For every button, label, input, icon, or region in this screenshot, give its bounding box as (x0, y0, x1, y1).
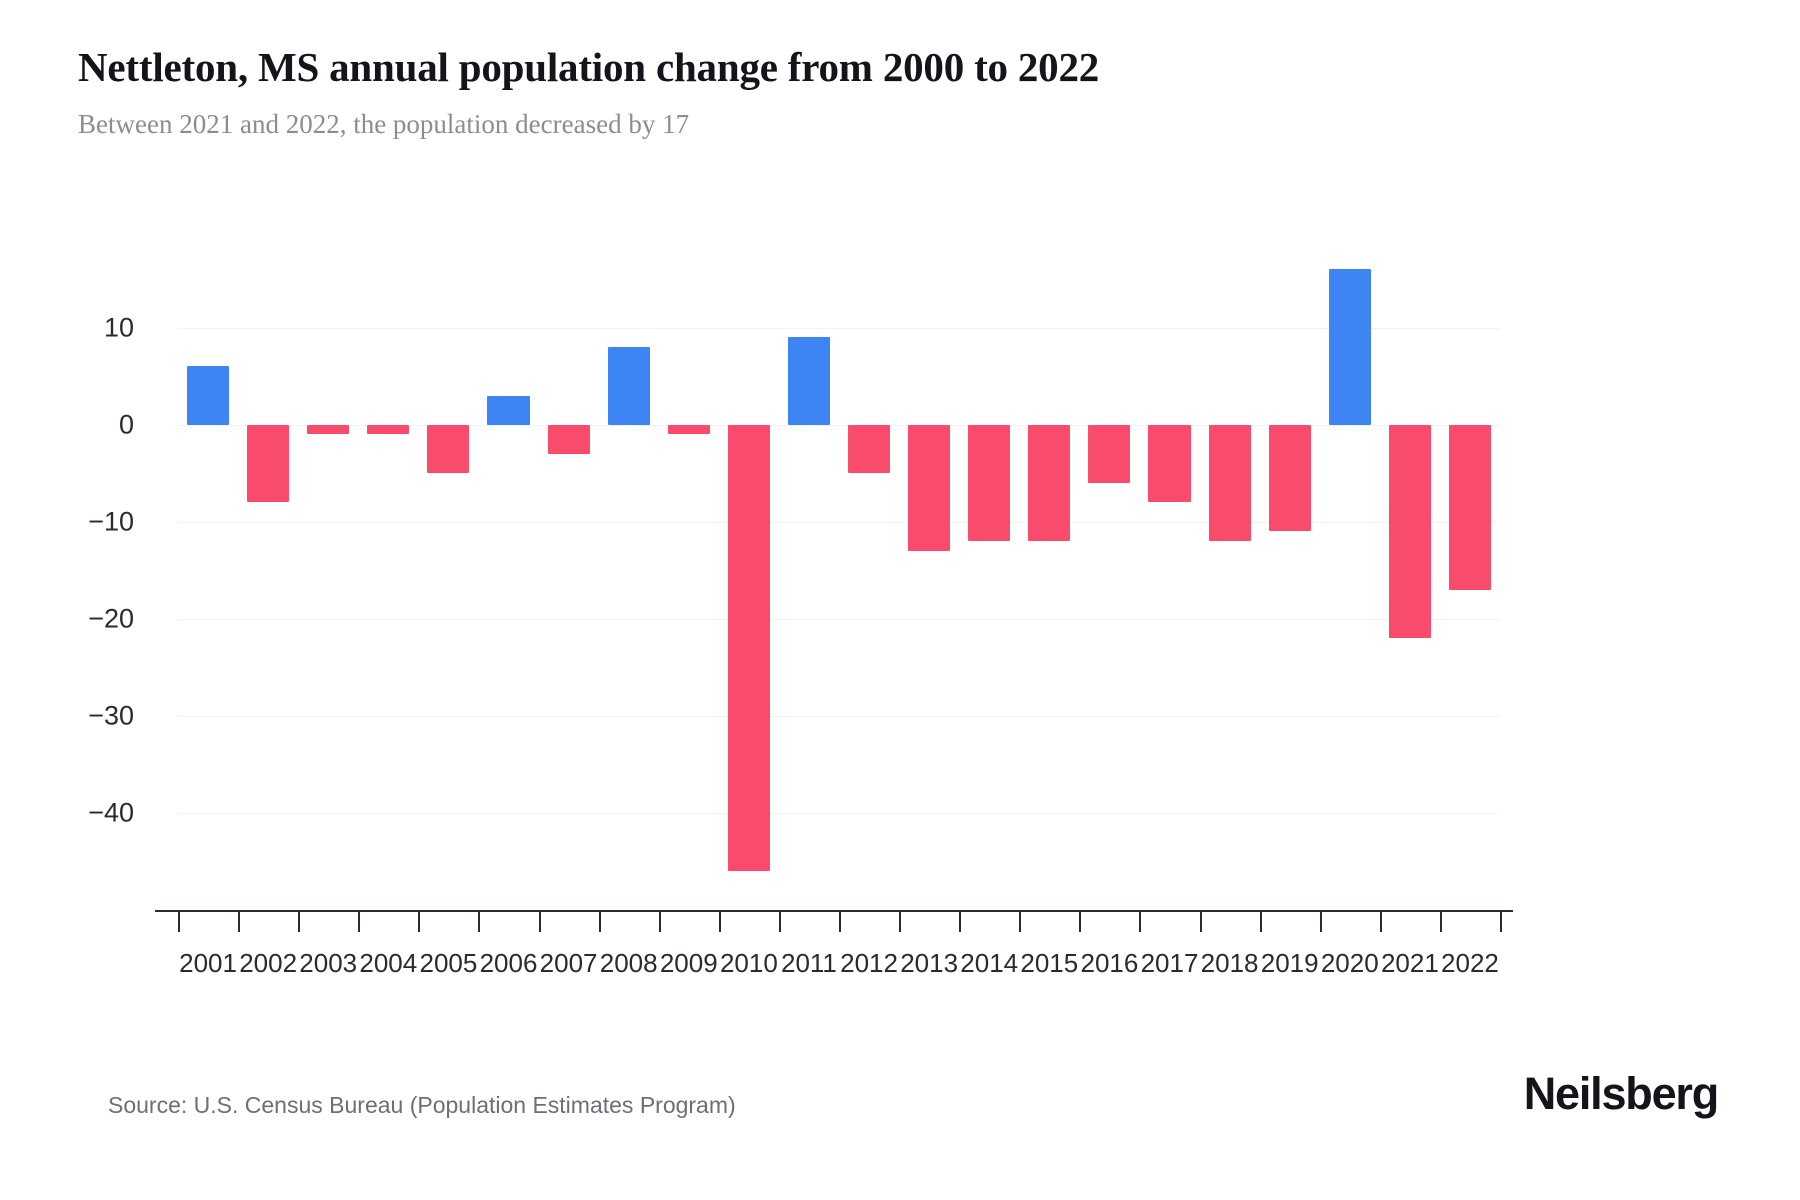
x-axis-tick-label: 2012 (840, 948, 898, 978)
bar-2005[interactable] (427, 424, 470, 474)
bar-2018[interactable] (1208, 424, 1251, 542)
y-axis-tick-label: −30 (88, 700, 134, 731)
gridline (178, 327, 1500, 329)
x-axis-tick (1139, 910, 1142, 932)
x-axis-tick-label: 2009 (659, 948, 718, 978)
x-axis-tick-label: 2016 (1080, 948, 1139, 978)
bar-2014[interactable] (968, 424, 1011, 542)
x-axis-tick-label: 2014 (960, 948, 1019, 978)
x-axis-line (155, 910, 1513, 912)
bar-2002[interactable] (247, 424, 290, 503)
y-axis-tick-label: −40 (88, 797, 134, 828)
x-axis-tick (1079, 910, 1082, 932)
bar-2009[interactable] (667, 424, 710, 435)
gridline (178, 715, 1500, 717)
x-axis-tick (1319, 910, 1322, 932)
x-axis-tick-label: 2013 (900, 948, 959, 978)
x-axis-tick-label: 2017 (1140, 948, 1199, 978)
chart-header: Nettleton, MS annual population change f… (78, 44, 1718, 140)
chart-subtitle: Between 2021 and 2022, the population de… (78, 108, 690, 139)
gridline (178, 521, 1500, 523)
bar-chart (178, 250, 1500, 910)
x-axis-tick (358, 910, 361, 932)
x-axis-tick-label: 2008 (599, 948, 658, 978)
y-axis-tick-label: 0 (118, 409, 134, 440)
x-axis-tick-label: 2003 (299, 948, 358, 978)
x-axis-tick (778, 910, 781, 932)
bar-2008[interactable] (607, 347, 650, 425)
bar-2010[interactable] (727, 424, 770, 872)
x-axis-tick-label: 2018 (1200, 948, 1259, 978)
x-axis-tick (598, 910, 601, 932)
x-axis-tick-label: 2015 (1020, 948, 1079, 978)
bar-2020[interactable] (1328, 269, 1371, 425)
bar-2004[interactable] (367, 424, 410, 435)
x-axis-tick-label: 2006 (479, 948, 538, 978)
bar-2015[interactable] (1028, 424, 1071, 542)
x-axis-tick-label: 2004 (359, 948, 418, 978)
x-axis-tick (899, 910, 902, 932)
x-axis-tick (1500, 910, 1502, 932)
x-axis-tick (718, 910, 721, 932)
bar-2021[interactable] (1388, 424, 1431, 639)
x-axis-tick (178, 910, 180, 932)
page-title: Nettleton, MS annual population change f… (78, 44, 1100, 90)
x-axis-tick (478, 910, 481, 932)
x-axis-tick (1259, 910, 1262, 932)
x-axis-tick-label: 2019 (1260, 948, 1319, 978)
x-axis-tick-label: 2005 (419, 948, 478, 978)
x-axis-tick-label: 2021 (1380, 948, 1439, 978)
source-note: Source: U.S. Census Bureau (Population E… (108, 1092, 736, 1118)
x-axis-tick-label: 2001 (179, 948, 237, 978)
x-axis-tick-label: 2022 (1441, 948, 1499, 978)
bar-2013[interactable] (908, 424, 951, 551)
bar-2012[interactable] (848, 424, 891, 474)
bar-2007[interactable] (547, 424, 590, 454)
x-axis-tick (538, 910, 541, 932)
gridline (178, 812, 1500, 814)
x-axis-tick-label: 2010 (719, 948, 778, 978)
brand-logo: Neilsberg (1523, 1068, 1719, 1119)
x-axis-tick (238, 910, 241, 932)
x-axis-tick (1379, 910, 1382, 932)
y-axis-tick-label: −20 (88, 603, 134, 634)
y-axis-tick-label: −10 (88, 506, 134, 537)
x-axis-tick-label: 2002 (239, 948, 298, 978)
gridline (178, 618, 1500, 620)
bar-2016[interactable] (1088, 424, 1131, 483)
bar-2006[interactable] (487, 395, 530, 425)
bar-2017[interactable] (1148, 424, 1191, 503)
bar-2019[interactable] (1268, 424, 1311, 532)
x-axis-tick-label: 2011 (780, 948, 837, 978)
bar-2003[interactable] (307, 424, 350, 435)
x-axis-tick-label: 2020 (1320, 948, 1379, 978)
x-axis-tick (1019, 910, 1022, 932)
x-axis-tick (1439, 910, 1442, 932)
bar-2011[interactable] (787, 337, 830, 425)
x-axis-tick (418, 910, 421, 932)
x-axis-tick-label: 2007 (539, 948, 598, 978)
x-axis-tick (1199, 910, 1202, 932)
bar-2022[interactable] (1448, 424, 1491, 590)
gridline (178, 424, 1500, 426)
y-axis-tick-label: 10 (103, 312, 134, 343)
x-axis-tick (658, 910, 661, 932)
bar-2001[interactable] (187, 366, 230, 425)
x-axis-tick (839, 910, 841, 932)
x-axis-tick (298, 910, 301, 932)
x-axis-tick (959, 910, 962, 932)
